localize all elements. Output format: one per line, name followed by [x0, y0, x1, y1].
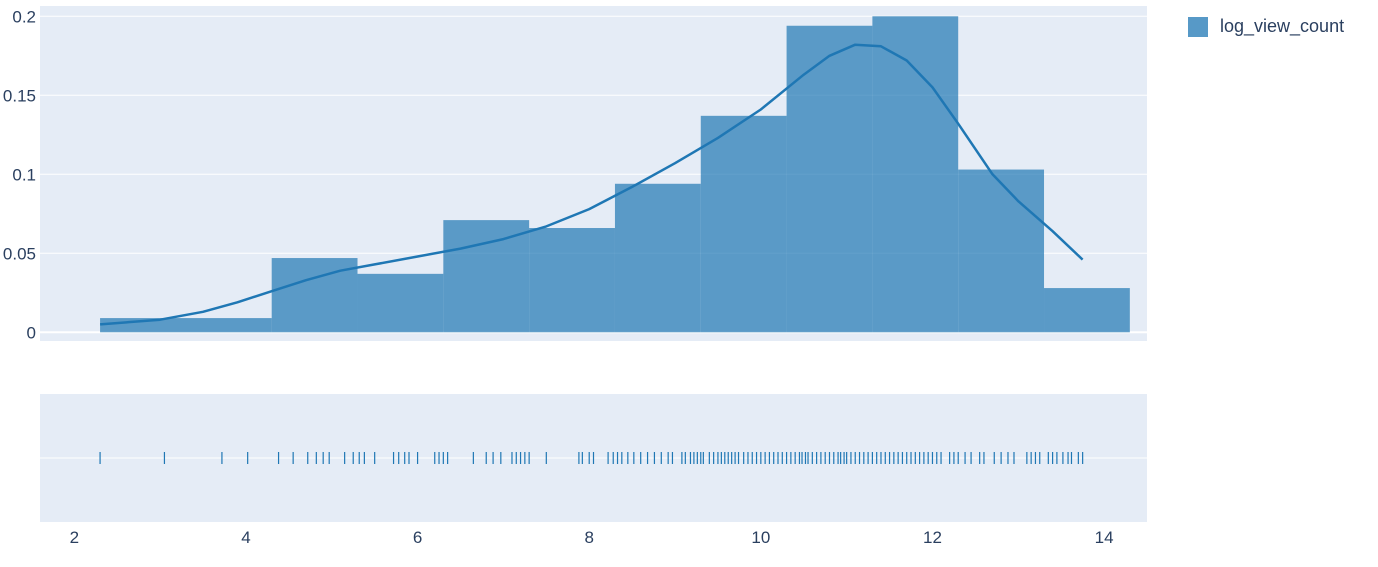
histogram-bar [529, 228, 615, 333]
x-tick-label: 2 [70, 528, 79, 547]
histogram-bar [443, 220, 530, 333]
x-tick-label: 10 [751, 528, 770, 547]
legend-swatch [1188, 16, 1208, 37]
x-tick-label: 8 [584, 528, 593, 547]
kde-curve [100, 43, 1084, 326]
y-tick-label: 0.05 [3, 244, 36, 263]
histogram-bar [786, 25, 873, 333]
y-tick-label: 0.2 [12, 7, 36, 26]
x-tick-label: 12 [923, 528, 942, 547]
histogram-bar [614, 183, 701, 333]
rug-marks [99, 452, 1084, 464]
histogram-bar [872, 16, 959, 333]
y-tick-label: 0.1 [12, 165, 36, 184]
histogram-bar [100, 318, 272, 333]
histogram-bar [357, 273, 444, 333]
legend[interactable]: log_view_count [1188, 16, 1344, 37]
x-tick-label: 6 [413, 528, 422, 547]
x-tick-label: 4 [241, 528, 250, 547]
x-tick-label: 14 [1095, 528, 1114, 547]
legend-label: log_view_count [1220, 16, 1345, 36]
histogram-bar [958, 169, 1045, 333]
histogram-bar [1044, 288, 1130, 333]
y-tick-label: 0.15 [3, 86, 36, 105]
histogram-bar [700, 115, 787, 333]
y-tick-label: 0 [27, 323, 36, 342]
